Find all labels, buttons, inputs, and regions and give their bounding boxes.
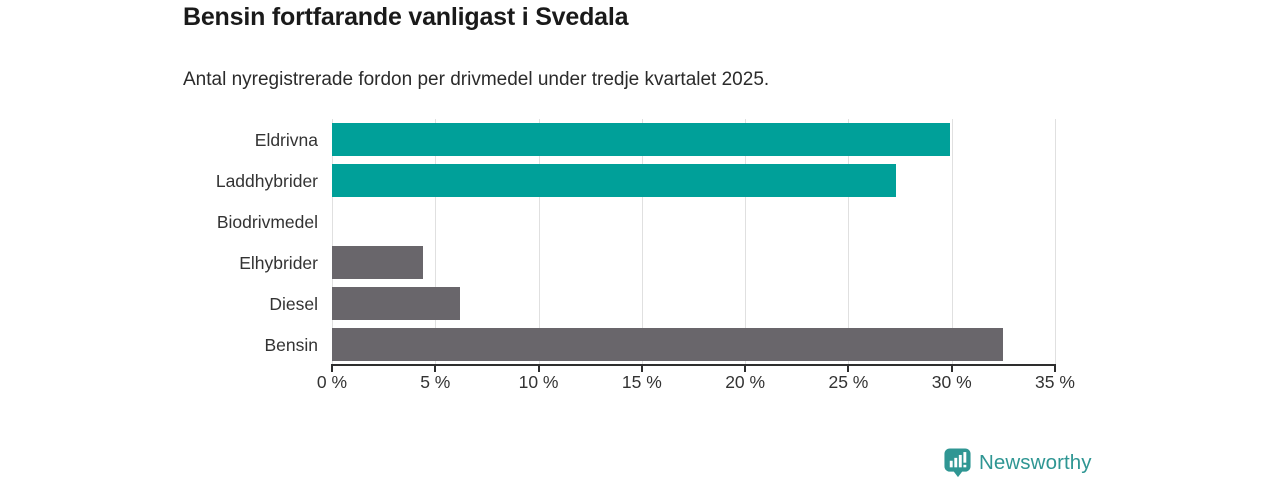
x-tick-label: 0 % bbox=[316, 372, 348, 392]
x-tick-label: 5 % bbox=[420, 372, 451, 392]
chart-title: Bensin fortfarande vanligast i Svedala bbox=[183, 3, 629, 31]
category-label: Bensin bbox=[264, 335, 318, 355]
plot-area bbox=[332, 119, 1056, 365]
x-tick-mark bbox=[950, 364, 953, 372]
category-label: Eldrivna bbox=[254, 130, 318, 150]
gridline bbox=[538, 119, 540, 365]
x-tick-label: 25 % bbox=[828, 372, 869, 392]
x-tick-label: 15 % bbox=[621, 372, 662, 392]
gridline bbox=[848, 119, 850, 365]
newsworthy-logo-text: Newsworthy bbox=[979, 450, 1092, 474]
category-label: Elhybrider bbox=[239, 253, 318, 273]
category-label: Laddhybrider bbox=[215, 171, 318, 191]
x-tick-mark bbox=[744, 364, 747, 372]
gridline bbox=[951, 119, 953, 365]
x-tick-mark bbox=[847, 364, 850, 372]
x-tick-label: 35 % bbox=[1035, 372, 1075, 392]
bar-elhybrider bbox=[332, 246, 423, 279]
x-tick-label: 20 % bbox=[725, 372, 766, 392]
x-tick-mark bbox=[537, 364, 540, 372]
chart-subtitle: Antal nyregistrerade fordon per drivmede… bbox=[183, 69, 770, 90]
category-label: Biodrivmedel bbox=[216, 212, 318, 232]
x-tick-label: 30 % bbox=[931, 372, 972, 392]
x-axis-line bbox=[332, 364, 1056, 366]
category-label: Diesel bbox=[269, 294, 318, 314]
gridline bbox=[745, 119, 747, 365]
gridline bbox=[332, 119, 333, 365]
bar-bensin bbox=[332, 328, 1004, 361]
bar-diesel bbox=[332, 287, 461, 320]
bar-eldrivna bbox=[332, 123, 950, 156]
x-tick-mark bbox=[1054, 364, 1056, 372]
x-tick-mark bbox=[640, 364, 643, 372]
x-tick-label: 10 % bbox=[518, 372, 559, 392]
x-tick-mark bbox=[331, 364, 333, 372]
gridline bbox=[1055, 119, 1056, 365]
x-tick-mark bbox=[434, 364, 437, 372]
gridline bbox=[435, 119, 437, 365]
gridline bbox=[641, 119, 643, 365]
newsworthy-logo-icon bbox=[944, 448, 971, 478]
bar-laddhybrider bbox=[332, 164, 896, 197]
newsworthy-logo: Newsworthy bbox=[943, 447, 1092, 478]
